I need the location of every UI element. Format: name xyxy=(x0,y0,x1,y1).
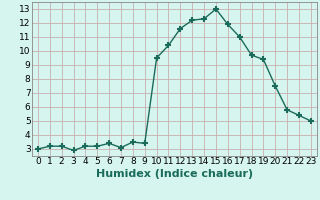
X-axis label: Humidex (Indice chaleur): Humidex (Indice chaleur) xyxy=(96,169,253,179)
